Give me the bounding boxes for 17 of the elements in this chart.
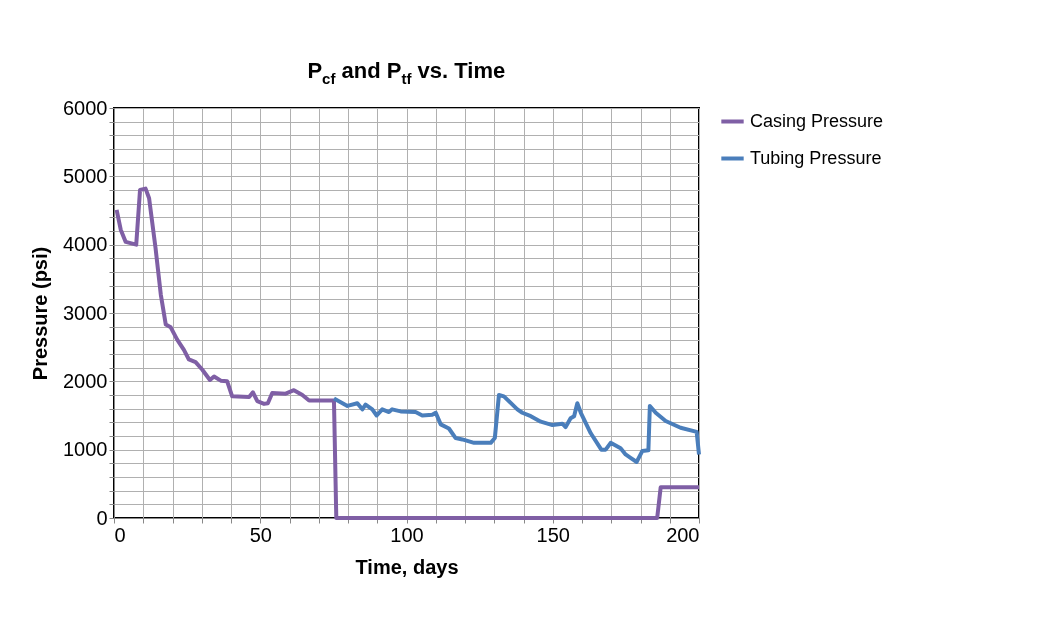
y-tick-label: 1000 <box>63 438 108 461</box>
y-tick-label: 5000 <box>63 164 108 187</box>
y-axis-title: Pressure (psi) <box>29 246 52 381</box>
x-tick-label: 150 <box>536 523 570 546</box>
y-tick-label: 6000 <box>63 96 108 119</box>
line-series <box>331 393 701 464</box>
x-tick-label: 0 <box>114 523 126 546</box>
legend-label: Tubing Pressure <box>750 147 882 168</box>
x-tick-label: 200 <box>666 523 700 546</box>
legend-label: Casing Pressure <box>750 110 884 131</box>
x-axis-title: Time, days <box>355 555 459 578</box>
y-tick-label: 4000 <box>63 233 108 256</box>
x-tick-label: 100 <box>390 523 424 546</box>
y-tick-label: 3000 <box>63 301 108 324</box>
y-tick-label: 2000 <box>63 369 108 392</box>
y-tick-label: 0 <box>96 506 108 529</box>
x-tick-label: 50 <box>249 523 272 546</box>
